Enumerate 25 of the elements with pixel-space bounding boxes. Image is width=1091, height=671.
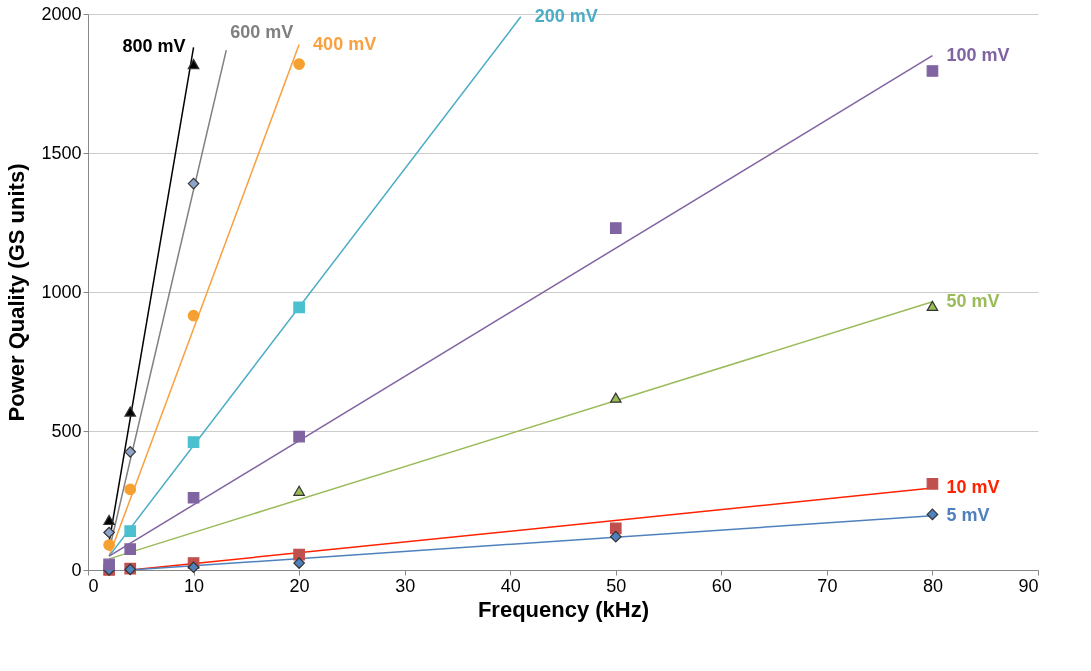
x-tick-label: 30 xyxy=(395,575,416,596)
y-tick-label: 2000 xyxy=(41,3,82,24)
y-axis-title: Power Quality (GS units) xyxy=(4,163,30,422)
x-tick-label: 40 xyxy=(500,575,521,596)
x-tick-label: 70 xyxy=(817,575,838,596)
series-label: 50 mV xyxy=(946,290,1000,311)
series-label: 800 mV xyxy=(122,36,186,57)
series-label: 400 mV xyxy=(313,33,377,54)
series-label: 600 mV xyxy=(230,22,294,43)
x-axis-title: Frequency (kHz) xyxy=(477,596,650,622)
y-tick-label: 500 xyxy=(51,420,82,441)
x-tick-label: 90 xyxy=(1018,575,1039,596)
series-label: 200 mV xyxy=(534,5,598,26)
x-tick-label: 60 xyxy=(711,575,732,596)
y-tick-label: 1000 xyxy=(41,281,82,302)
series-label: 10 mV xyxy=(946,476,1000,497)
series-label: 100 mV xyxy=(946,44,1010,65)
y-tick-label: 0 xyxy=(71,559,82,580)
x-tick-label: 20 xyxy=(289,575,310,596)
x-tick-label: 0 xyxy=(88,575,99,596)
y-tick-label: 1500 xyxy=(41,142,82,163)
x-tick-label: 50 xyxy=(606,575,627,596)
series-label: 5 mV xyxy=(946,504,990,525)
x-tick-label: 10 xyxy=(184,575,205,596)
x-tick-label: 80 xyxy=(922,575,943,596)
